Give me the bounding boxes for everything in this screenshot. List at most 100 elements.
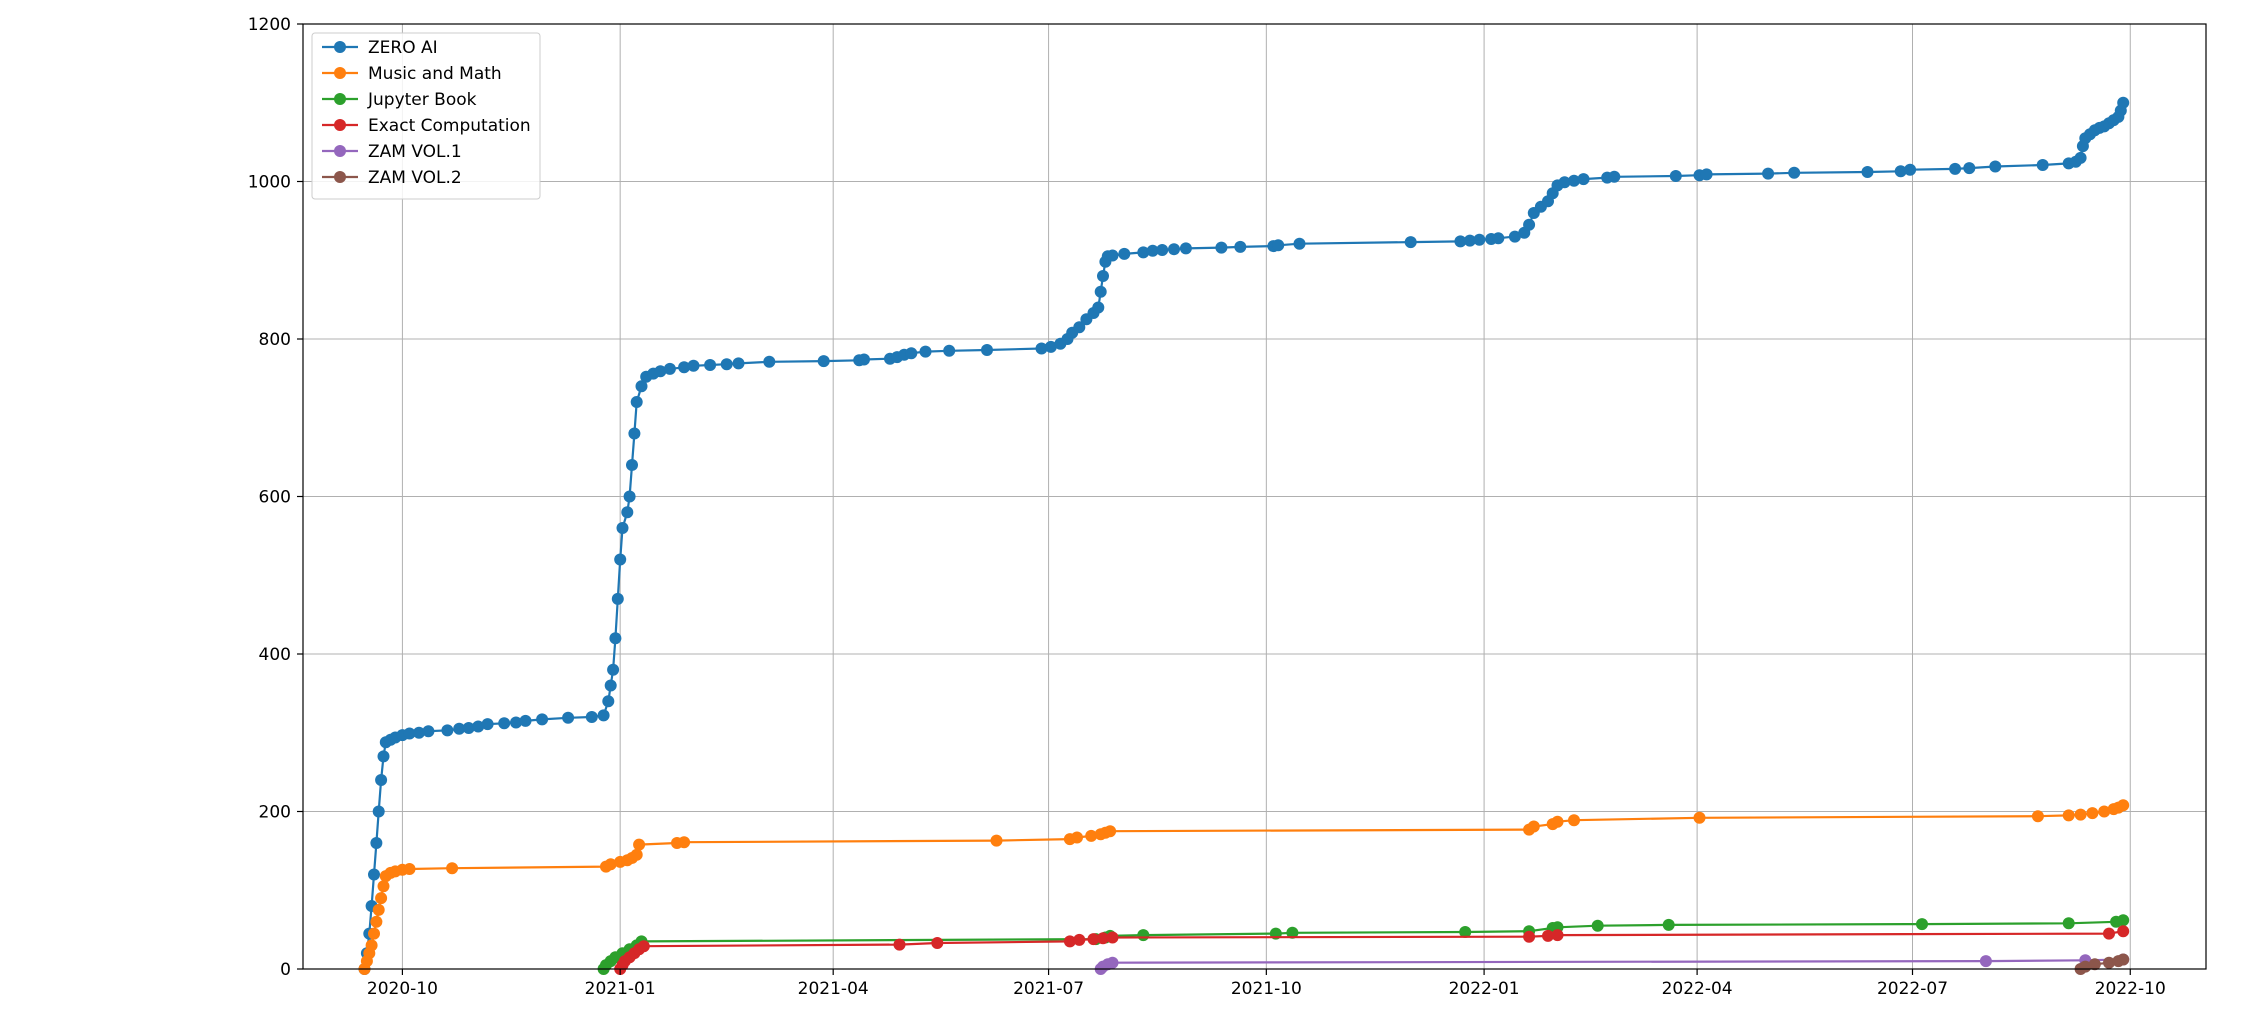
data-point (2117, 96, 2130, 109)
data-point (375, 892, 388, 905)
data-point (2088, 958, 2101, 971)
data-point (1404, 236, 1417, 249)
data-point (663, 362, 676, 375)
data-point (1861, 166, 1874, 178)
data-point (370, 837, 383, 849)
data-point (621, 506, 634, 519)
data-point (1063, 935, 1076, 948)
data-point (2062, 809, 2075, 822)
data-point (687, 359, 700, 372)
legend-label: ZERO AI (368, 38, 438, 58)
data-point (893, 938, 906, 951)
data-point (1700, 168, 1713, 181)
data-point (919, 345, 932, 358)
data-point (990, 834, 1003, 847)
data-point (1215, 241, 1228, 254)
data-point (585, 711, 598, 723)
data-point (905, 347, 918, 360)
data-point (1916, 918, 1928, 931)
legend-item: ZERO AI (322, 38, 438, 58)
data-point (763, 355, 776, 368)
data-point (422, 725, 435, 738)
data-point (630, 848, 643, 861)
data-point (2117, 799, 2130, 812)
series-zam-vol-1 (1094, 953, 2130, 975)
data-point (1073, 321, 1086, 334)
data-point (654, 365, 667, 378)
x-tick-label: 2021-07 (1013, 979, 1084, 999)
data-point (1286, 926, 1299, 939)
data-point (365, 939, 378, 952)
data-point (611, 592, 624, 605)
legend-item: Exact Computation (322, 116, 531, 136)
data-point (2103, 956, 2115, 969)
data-point (372, 903, 385, 916)
data-point (678, 836, 691, 849)
data-point (368, 868, 380, 881)
legend-marker (334, 145, 346, 157)
data-point (1577, 173, 1590, 186)
data-point (472, 720, 485, 733)
grid (303, 23, 2206, 970)
data-point (626, 459, 638, 471)
data-point (1523, 930, 1536, 943)
data-point (1591, 919, 1604, 932)
legend-item: ZAM VOL.2 (322, 168, 462, 188)
data-point (377, 750, 390, 763)
data-point (943, 344, 956, 357)
series-exact-computation (614, 925, 2130, 975)
data-point (609, 632, 622, 645)
data-point (1542, 929, 1554, 942)
data-point (1104, 825, 1117, 838)
legend-label: Jupyter Book (367, 90, 477, 110)
data-point (462, 722, 475, 734)
data-point (403, 863, 416, 875)
data-point (1788, 166, 1801, 179)
data-point (1662, 918, 1675, 931)
data-point (1508, 230, 1521, 243)
data-point (1463, 234, 1476, 247)
legend-label: ZAM VOL.1 (368, 142, 462, 162)
legend-box (311, 32, 541, 200)
data-point (2103, 927, 2115, 940)
data-point (498, 717, 511, 730)
data-point (607, 663, 620, 676)
y-tick-label: 0 (280, 960, 291, 980)
legend-item: ZAM VOL.1 (322, 142, 462, 162)
data-point (403, 727, 416, 740)
legend-label: ZAM VOL.2 (368, 168, 462, 188)
data-point (481, 718, 494, 731)
series-zam-vol-2 (2074, 953, 2130, 975)
y-tick-label: 1200 (248, 15, 291, 35)
legend-label: Music and Math (368, 64, 502, 84)
data-point (1669, 170, 1682, 182)
data-point (2031, 810, 2044, 823)
data-point (1156, 244, 1169, 256)
data-point (1118, 247, 1131, 260)
data-point (1568, 814, 1580, 827)
series-line (619, 930, 2124, 970)
axes: 2020-10 2021-01 2021-04 2021-07 2021-10 2022-… (248, 15, 2166, 999)
data-point (2074, 151, 2087, 164)
data-point (1551, 815, 1564, 828)
data-point (1137, 246, 1150, 259)
data-point (1894, 165, 1907, 178)
data-point (1085, 829, 1098, 842)
legend-marker (334, 171, 346, 183)
data-point (1904, 163, 1917, 176)
x-tick-label: 2022-04 (1662, 979, 1733, 999)
data-point (858, 353, 870, 366)
y-tick-label: 400 (259, 645, 291, 665)
x-tick-label: 2022-10 (2095, 979, 2166, 999)
data-point (1492, 232, 1505, 245)
data-point (1044, 340, 1057, 353)
data-point (616, 522, 629, 534)
legend-marker (334, 119, 346, 131)
data-point (1473, 233, 1486, 246)
legend-marker (334, 67, 346, 79)
data-point (2117, 914, 2130, 927)
data-point (446, 862, 459, 875)
data-point (623, 490, 636, 503)
legend-marker (334, 93, 346, 105)
data-point (628, 427, 641, 440)
